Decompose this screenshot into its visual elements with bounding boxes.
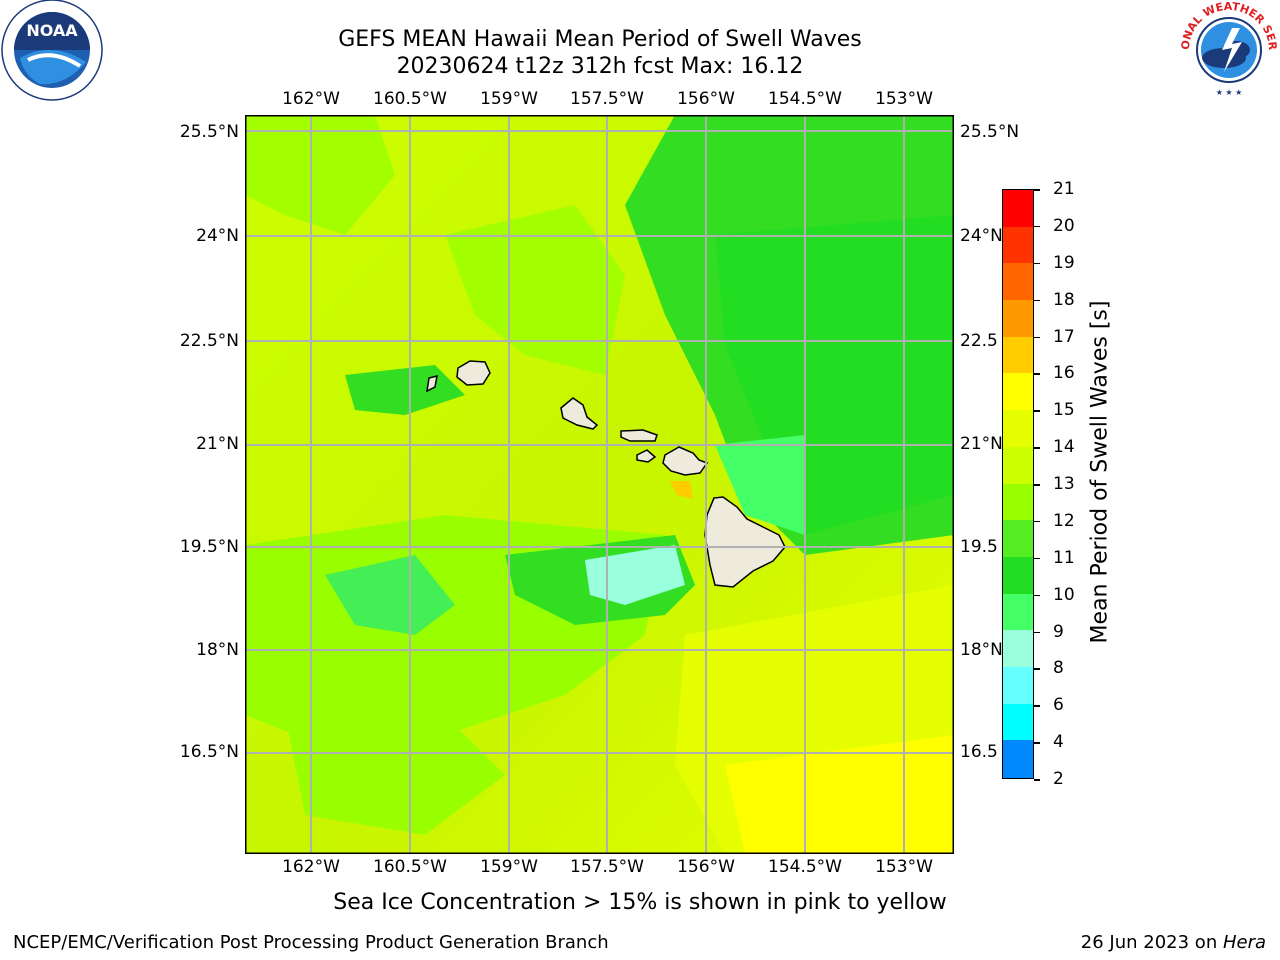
colorbar-segment: [1003, 373, 1033, 411]
colorbar-tick-mark: [1034, 336, 1040, 338]
lon-label-top: 157.5°W: [570, 89, 644, 109]
colorbar-segment: [1003, 520, 1033, 558]
colorbar-tick-mark: [1034, 520, 1040, 523]
colorbar-tick-mark: [1034, 484, 1040, 486]
colorbar-segment: [1003, 410, 1033, 448]
colorbar: [1002, 189, 1034, 779]
lat-label-right: 19.5: [960, 537, 998, 557]
colorbar-segment: [1003, 263, 1033, 301]
colorbar-tick-mark: [1034, 594, 1040, 597]
colorbar-segment: [1003, 226, 1033, 264]
colorbar-tick-mark: [1034, 262, 1040, 265]
colorbar-tick-mark: [1034, 668, 1040, 670]
colorbar-segment: [1003, 630, 1033, 668]
footer-right: 26 Jun 2023 on Hera: [1080, 932, 1266, 953]
map-panel[interactable]: [245, 115, 954, 854]
colorbar-segment: [1003, 336, 1033, 374]
lon-label-top: 156°W: [677, 89, 735, 109]
noaa-logo: NOAA: [0, 0, 104, 104]
lat-label-right: 25.5°N: [960, 122, 1020, 142]
lon-label-bottom: 154.5°W: [768, 857, 842, 877]
colorbar-tick-label: 6: [1053, 695, 1064, 716]
colorbar-tick-label: 21: [1053, 179, 1075, 199]
colorbar-label: Mean Period of Swell Waves [s]: [1087, 300, 1113, 644]
nws-logo: NATIONAL WEATHER SERVICE ★ ★ ★: [1173, 0, 1280, 100]
lat-label-right: 24°N: [960, 226, 1003, 246]
colorbar-segment: [1003, 446, 1033, 484]
colorbar-tick-label: 14: [1053, 437, 1075, 458]
lat-label-left: 16.5°N: [179, 742, 239, 762]
lon-label-bottom: 159°W: [480, 857, 538, 877]
colorbar-tick-mark: [1034, 299, 1040, 302]
colorbar-tick-label: 4: [1053, 732, 1064, 753]
colorbar-tick-mark: [1034, 373, 1040, 375]
lon-label-top: 159°W: [480, 89, 538, 109]
colorbar-tick-mark: [1034, 189, 1040, 191]
lat-label-right: 21°N: [960, 434, 1003, 454]
map-caption: Sea Ice Concentration > 15% is shown in …: [333, 890, 947, 915]
lat-label-right: 16.5: [960, 742, 998, 762]
colorbar-segment: [1003, 300, 1033, 338]
colorbar-segment: [1003, 593, 1033, 631]
lon-label-bottom: 156°W: [677, 857, 735, 877]
colorbar-segment: [1003, 556, 1033, 595]
lon-label-top: 160.5°W: [373, 89, 447, 109]
colorbar-tick-mark: [1034, 447, 1040, 449]
lat-label-left: 18°N: [196, 640, 239, 660]
colorbar-tick-label: 16: [1053, 363, 1075, 384]
colorbar-segment: [1003, 740, 1033, 778]
footer-left: NCEP/EMC/Verification Post Processing Pr…: [13, 932, 609, 953]
lon-label-bottom: 160.5°W: [373, 857, 447, 877]
colorbar-tick-label: 13: [1053, 474, 1075, 494]
colorbar-tick-label: 18: [1053, 289, 1075, 310]
colorbar-tick-mark: [1034, 410, 1040, 412]
lon-label-top: 153°W: [875, 89, 933, 109]
colorbar-tick-label: 17: [1053, 326, 1075, 347]
lat-label-left: 19.5°N: [179, 537, 239, 557]
lon-label-bottom: 157.5°W: [570, 857, 644, 877]
colorbar-segment: [1003, 190, 1033, 228]
lon-label-bottom: 153°W: [875, 857, 933, 877]
graticule: [245, 115, 954, 854]
lat-label-left: 25.5°N: [179, 122, 239, 142]
colorbar-ticks: 21 20 19 18 17 16 15 14 13 12 11 10 9 8 6 4 2: [1034, 179, 1093, 789]
colorbar-tick-mark: [1034, 742, 1040, 744]
colorbar-tick-label: 15: [1053, 400, 1075, 421]
colorbar-tick-label: 20: [1053, 215, 1075, 236]
colorbar-tick-label: 19: [1053, 252, 1075, 273]
swell-period-map[interactable]: [245, 115, 954, 854]
colorbar-tick-label: 9: [1053, 621, 1064, 642]
colorbar-tick-mark: [1034, 225, 1040, 228]
lat-label-right: 18°N: [960, 640, 1003, 660]
colorbar-tick-label: 12: [1053, 510, 1075, 531]
lat-label-left: 21°N: [196, 434, 239, 454]
colorbar-tick-mark: [1034, 779, 1040, 781]
colorbar-tick-mark: [1034, 705, 1040, 707]
colorbar-tick-label: 2: [1053, 769, 1064, 789]
lon-label-top: 162°W: [282, 89, 340, 109]
colorbar-tick-label: 10: [1053, 584, 1075, 605]
colorbar-segment: [1003, 703, 1033, 741]
lat-label-right: 22.5: [960, 331, 998, 351]
colorbar-tick-mark: [1034, 631, 1040, 633]
colorbar-tick-label: 11: [1053, 547, 1075, 568]
colorbar-segment: [1003, 666, 1033, 705]
lat-label-left: 22.5°N: [179, 331, 239, 351]
colorbar-segment: [1003, 483, 1033, 521]
lon-label-top: 154.5°W: [768, 89, 842, 109]
map-title: GEFS MEAN Hawaii Mean Period of Swell Wa…: [338, 27, 862, 52]
lat-label-left: 24°N: [196, 226, 239, 246]
lon-label-bottom: 162°W: [282, 857, 340, 877]
svg-text:★ ★ ★: ★ ★ ★: [1216, 88, 1243, 97]
noaa-logo-text: NOAA: [26, 21, 78, 40]
hawaiian-islands: [426, 360, 786, 588]
colorbar-tick-label: 8: [1053, 658, 1064, 679]
colorbar-tick-mark: [1034, 557, 1040, 560]
map-subtitle: 20230624 t12z 312h fcst Max: 16.12: [396, 54, 804, 79]
